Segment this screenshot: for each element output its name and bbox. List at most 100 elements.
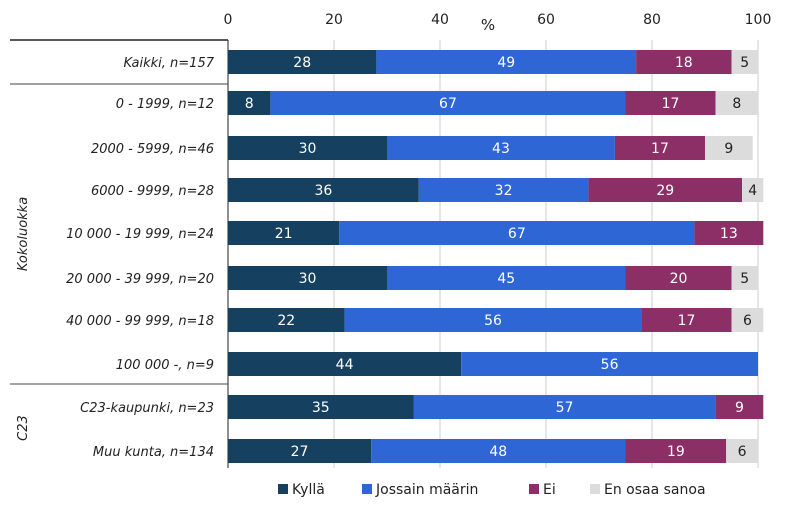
data-label: 27 [291,444,309,460]
x-tick-label: 80 [643,12,661,28]
bar-segment [742,178,764,202]
bar-segment [339,221,695,245]
data-label: 49 [497,55,515,71]
bar-segment [228,308,345,332]
x-tick-label: 40 [431,12,449,28]
bar-segment [387,136,615,160]
category-label: Kaikki, n=157 [123,56,214,71]
data-label: 32 [495,183,513,199]
category-label: C23-kaupunki, n=23 [80,401,214,416]
data-label: 67 [439,96,457,112]
data-label: 36 [314,183,332,199]
bar-segment [641,308,732,332]
data-label: 19 [667,444,685,460]
legend-swatch [529,484,539,494]
data-label: 17 [651,141,669,157]
data-label: 57 [556,400,574,416]
legend-label: En osaa sanoa [604,482,706,498]
category-label: Muu kunta, n=134 [93,445,214,460]
category-label: 6000 - 9999, n=28 [91,184,214,199]
bar-segment [588,178,743,202]
data-label: 30 [299,141,317,157]
legend-label: Ei [543,482,556,498]
data-label: 22 [277,313,295,329]
bar-segment [625,439,727,463]
data-label: 6 [743,313,752,329]
bar-segment [625,266,732,290]
unit-label: % [481,16,495,34]
category-label: 40 000 - 99 999, n=18 [66,314,214,329]
bar-segment [228,266,387,290]
category-label: 100 000 -, n=9 [116,358,214,373]
bar-segment [731,266,758,290]
data-label: 56 [601,357,619,373]
group-label: Kokoluokka [16,197,31,271]
category-label: 20 000 - 39 999, n=20 [66,272,214,287]
category-label: 0 - 1999, n=12 [116,97,214,112]
bar-segment [228,439,372,463]
data-label: 6 [738,444,747,460]
bar-segment [715,91,758,115]
category-label: 10 000 - 19 999, n=24 [66,227,214,242]
bar-segment [705,136,753,160]
data-label: 28 [293,55,311,71]
legend-label: Jossain määrin [375,482,478,498]
data-label: 17 [662,96,680,112]
bar-segment [731,50,758,74]
data-label: 21 [275,226,293,242]
data-label: 13 [720,226,738,242]
bar-segment [376,50,637,74]
data-label: 29 [656,183,674,199]
bar-segment [418,178,589,202]
data-label: 44 [336,357,354,373]
data-label: 5 [740,55,749,71]
data-label: 20 [670,271,688,287]
category-label: 2000 - 5999, n=46 [91,142,214,157]
bar-segment [228,395,414,419]
legend-swatch [278,484,288,494]
data-label: 30 [299,271,317,287]
data-label: 8 [732,96,741,112]
data-label: 8 [245,96,254,112]
data-label: 43 [492,141,510,157]
x-tick-label: 60 [537,12,555,28]
data-label: 9 [735,400,744,416]
bar-segment [228,91,271,115]
bar-segment [715,395,764,419]
bar-segment [228,178,419,202]
legend-label: Kyllä [292,482,325,498]
bar-segment [726,439,758,463]
x-tick-label: 0 [224,12,233,28]
bar-segment [270,91,626,115]
bar-segment [625,91,716,115]
data-label: 67 [508,226,526,242]
data-label: 9 [724,141,733,157]
bar-segment [461,352,758,376]
bar-segment [694,221,764,245]
bar-segment [228,352,462,376]
data-label: 56 [484,313,502,329]
data-label: 48 [489,444,507,460]
bar-segment [228,136,387,160]
bar-segment [228,221,340,245]
data-label: 45 [497,271,515,287]
data-label: 35 [312,400,330,416]
bar-segment [387,266,626,290]
group-label: C23 [16,415,31,441]
bar-segment [636,50,732,74]
legend-swatch [362,484,372,494]
x-tick-label: 100 [745,12,772,28]
data-label: 4 [748,183,757,199]
bar-segment [413,395,716,419]
bar-segment [371,439,626,463]
data-label: 17 [678,313,696,329]
bar-segment [731,308,764,332]
data-label: 5 [740,271,749,287]
legend-swatch [590,484,600,494]
x-tick-label: 20 [325,12,343,28]
data-label: 18 [675,55,693,71]
bar-segment [614,136,705,160]
bar-segment [228,50,377,74]
bar-segment [344,308,642,332]
